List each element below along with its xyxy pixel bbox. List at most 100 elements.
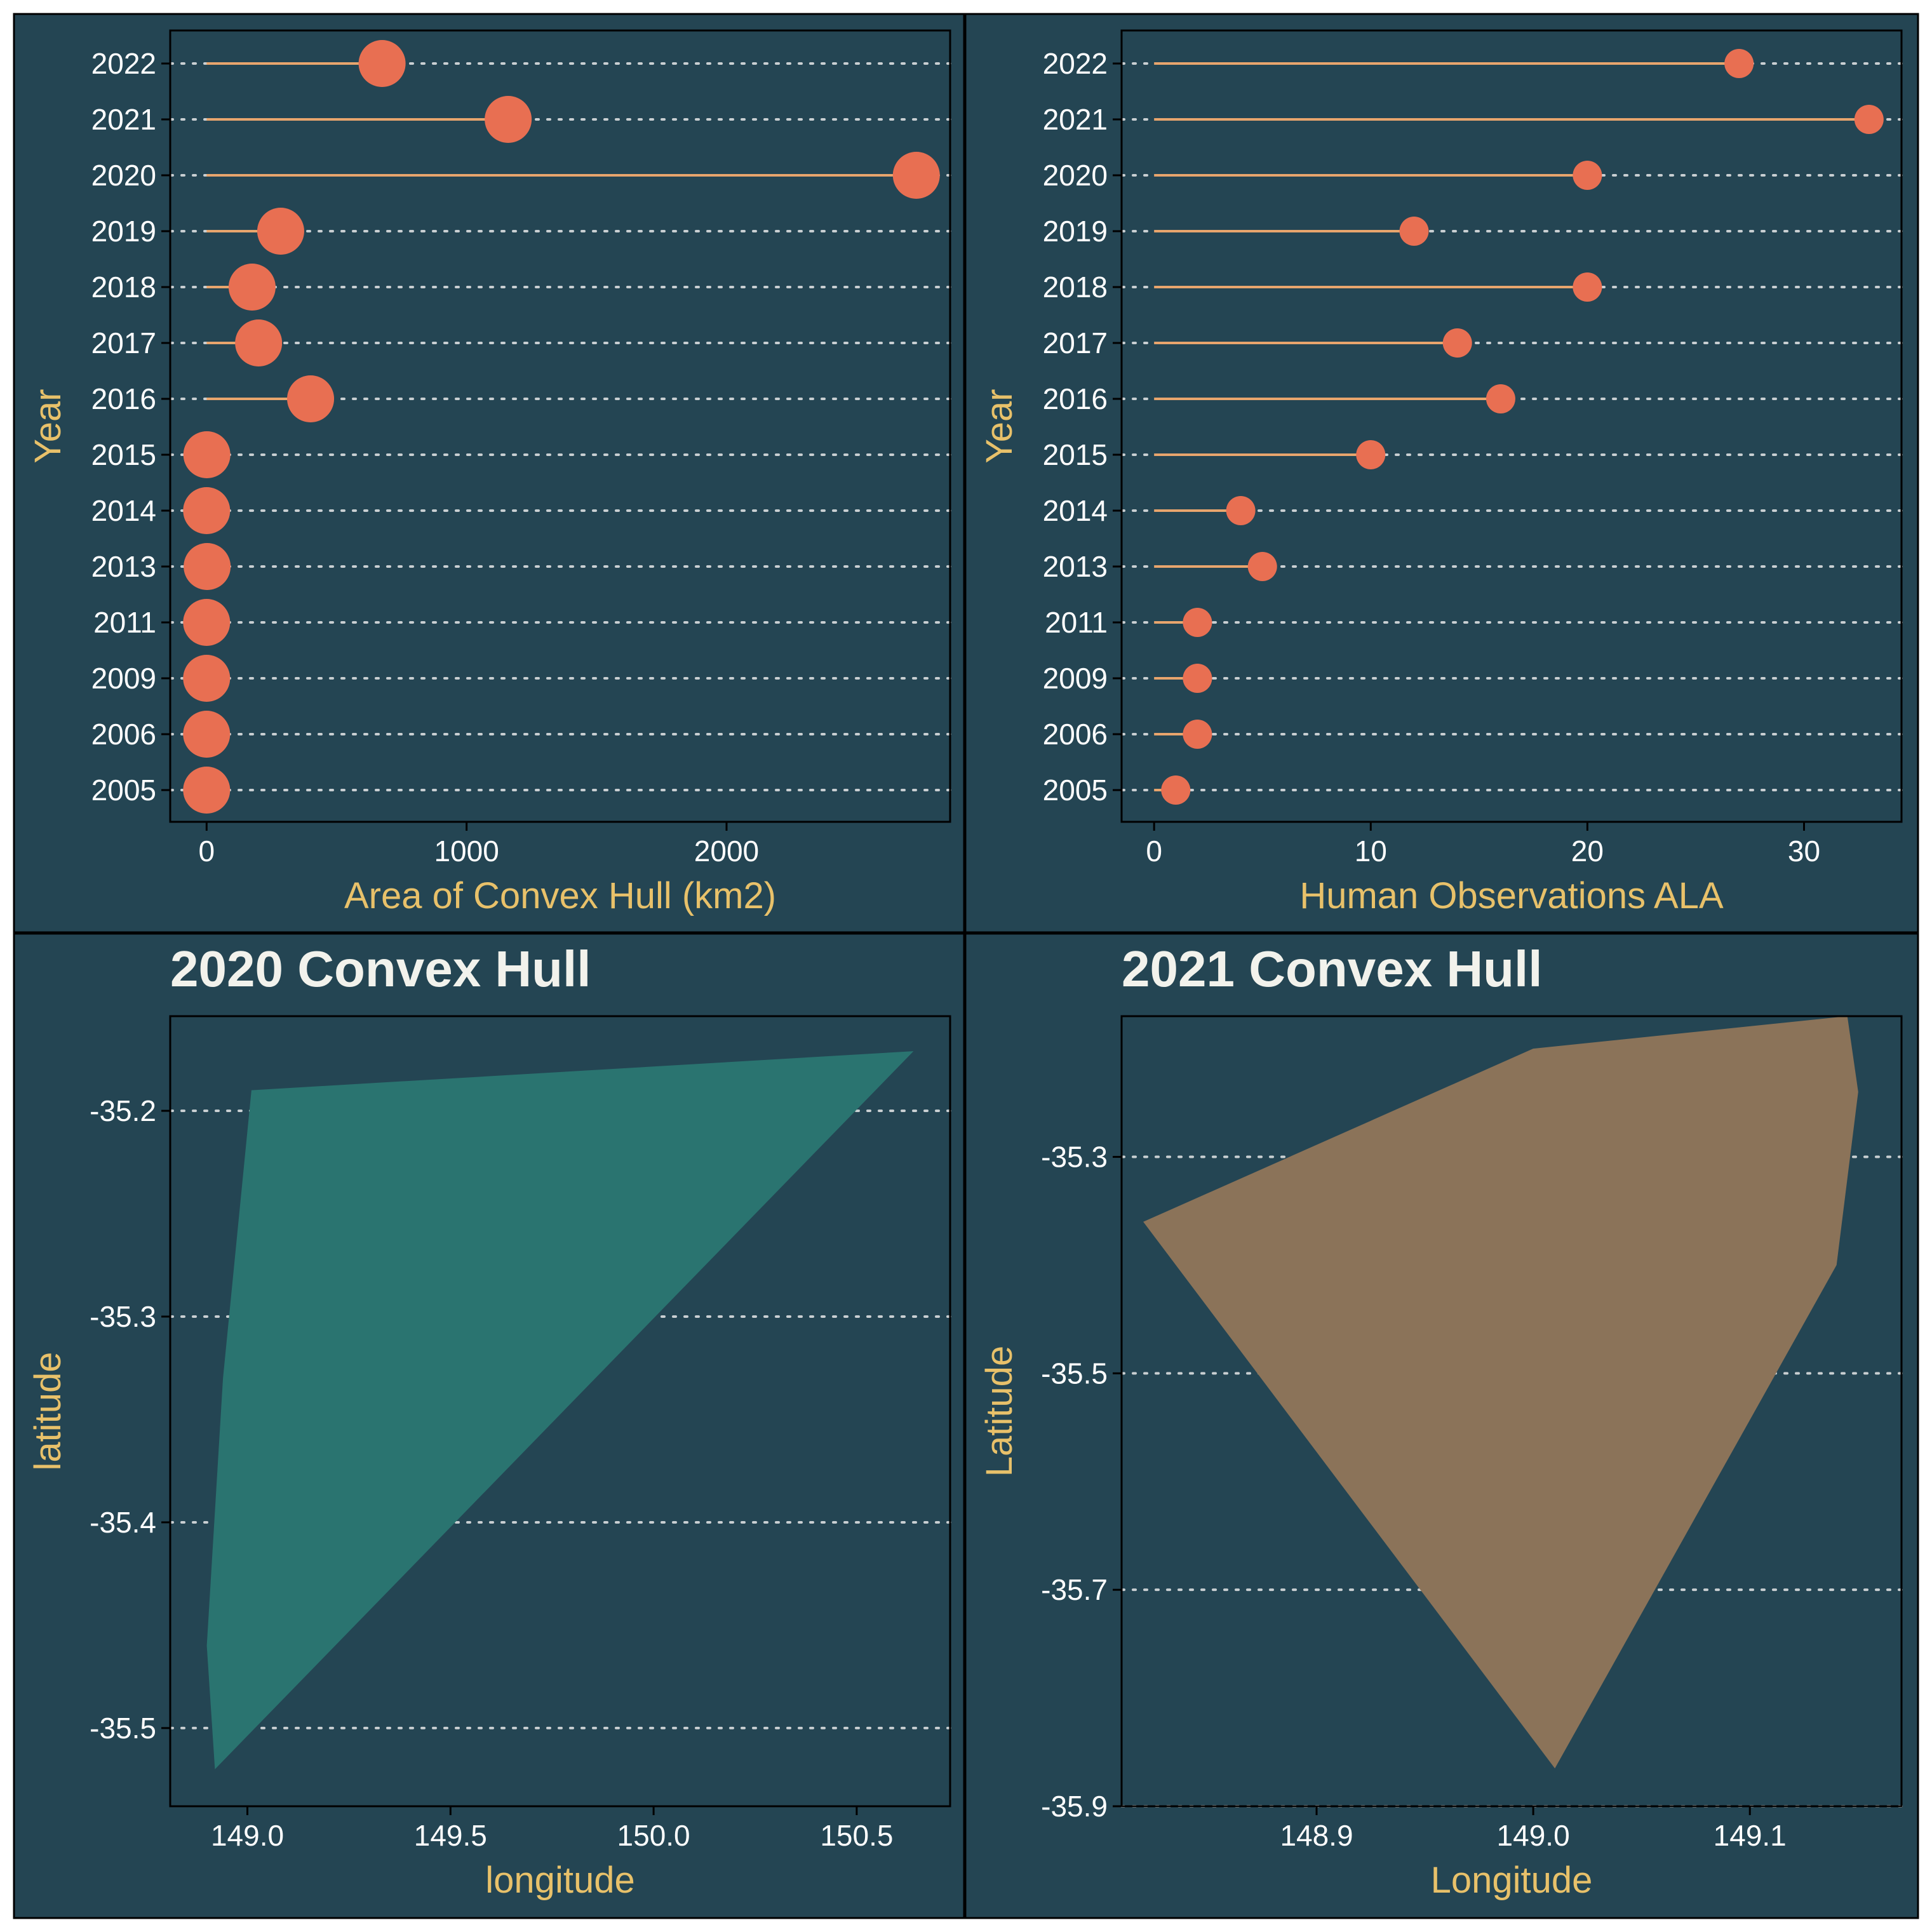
lollipop-point xyxy=(287,375,335,422)
x-tick-label: 150.0 xyxy=(617,1819,690,1852)
y-tick-label: -35.3 xyxy=(90,1300,156,1333)
y-axis-title: Year xyxy=(979,389,1020,463)
y-tick-label: 2005 xyxy=(1043,774,1108,807)
y-tick-label: 2014 xyxy=(91,494,156,527)
chart-hull-2021: -35.3 -35.5 -35.7 -35.9 148.9 149.0 149.1 2021 … xyxy=(979,941,1903,1901)
convex-hull-polygon xyxy=(206,1051,914,1769)
y-tick-label: 2018 xyxy=(1043,271,1108,304)
lollipop-point xyxy=(1442,328,1472,358)
plot-border-1 xyxy=(169,29,951,823)
x-tick-label: 149.1 xyxy=(1714,1819,1787,1852)
panel-background-2 xyxy=(964,13,1919,934)
y-tick-label: 2019 xyxy=(1043,215,1108,248)
y-tick-label: 2022 xyxy=(91,47,156,80)
y-axis-title: Latitude xyxy=(979,1346,1020,1477)
y-tick-label: 2006 xyxy=(91,718,156,751)
x-tick-label: 1000 xyxy=(434,835,499,868)
y-tick-label: 2011 xyxy=(1045,606,1108,639)
y-tick-label: 2016 xyxy=(1043,382,1108,415)
lollipop-point xyxy=(1161,775,1191,805)
y-tick-label: -35.5 xyxy=(1041,1357,1108,1390)
x-axis-title: Area of Convex Hull (km2) xyxy=(344,875,776,916)
y-tick-label: -35.5 xyxy=(90,1712,156,1745)
lollipop-point xyxy=(1183,720,1212,749)
x-tick-label: 149.5 xyxy=(414,1819,487,1852)
lollipop-point xyxy=(1573,161,1602,190)
chart-obs-lollipop: 2005 2006 2009 2011 2013 2014 2015 2016 2017 2018… xyxy=(979,29,1903,916)
y-tick-label: 2022 xyxy=(1043,47,1108,80)
x-tick-label: 10 xyxy=(1355,835,1387,868)
y-tick-label: 2013 xyxy=(91,550,156,583)
x-tick-label: 0 xyxy=(1146,835,1162,868)
lollipop-point xyxy=(1183,664,1212,693)
x-axis-title: Longitude xyxy=(1431,1860,1593,1901)
panels-group: 2005 2006 2009 2011 2013 2014 2015 2016 2017 2018… xyxy=(13,13,1919,1919)
y-tick-label: -35.4 xyxy=(90,1506,156,1539)
y-tick-label: 2011 xyxy=(93,606,156,639)
lollipop-point xyxy=(257,208,304,255)
lollipop-point xyxy=(228,264,276,311)
lollipop-point xyxy=(1573,272,1602,302)
y-tick-label: -35.9 xyxy=(1041,1790,1108,1823)
lollipop-point xyxy=(1183,608,1212,637)
y-tick-label: 2020 xyxy=(1043,159,1108,192)
x-axis-title: longitude xyxy=(485,1860,634,1901)
plot-border-3 xyxy=(169,1015,951,1808)
x-tick-label: 149.0 xyxy=(1497,1819,1570,1852)
y-tick-label: 2005 xyxy=(91,774,156,807)
lollipop-point xyxy=(1356,440,1386,469)
y-tick-label: 2017 xyxy=(91,326,156,359)
lollipop-point xyxy=(184,543,231,590)
y-tick-label: -35.3 xyxy=(1041,1141,1108,1174)
lollipop-point xyxy=(1486,384,1515,413)
lollipop-point xyxy=(183,487,231,534)
x-tick-label: 0 xyxy=(199,835,215,868)
y-tick-label: -35.2 xyxy=(90,1094,156,1127)
y-tick-label: -35.7 xyxy=(1041,1573,1108,1606)
lollipop-point xyxy=(1399,217,1429,246)
x-tick-label: 2000 xyxy=(694,835,759,868)
lollipop-point xyxy=(1854,105,1884,134)
x-tick-label: 150.5 xyxy=(820,1819,893,1852)
y-tick-label: 2009 xyxy=(91,662,156,695)
x-tick-label: 20 xyxy=(1571,835,1604,868)
lollipop-point xyxy=(485,96,532,143)
y-tick-label: 2019 xyxy=(91,215,156,248)
lollipop-point xyxy=(1226,496,1256,525)
y-tick-label: 2018 xyxy=(91,271,156,304)
lollipop-point xyxy=(1247,552,1277,581)
y-axis-title: latitude xyxy=(27,1352,69,1470)
lollipop-point xyxy=(183,431,231,478)
chart-hull-2020: -35.2 -35.3 -35.4 -35.5 149.0 149.5 150.0 150.5… xyxy=(27,941,951,1901)
y-tick-label: 2021 xyxy=(1043,103,1108,136)
lollipop-point xyxy=(1724,49,1754,78)
y-tick-label: 2014 xyxy=(1043,494,1108,527)
y-tick-label: 2016 xyxy=(91,382,156,415)
y-tick-label: 2009 xyxy=(1043,662,1108,695)
x-axis-title: Human Observations ALA xyxy=(1299,875,1724,916)
lollipop-point xyxy=(358,40,406,87)
lollipop-point xyxy=(183,767,231,814)
y-axis-title: Year xyxy=(27,389,69,463)
convex-hull-polygon xyxy=(1143,1016,1858,1769)
y-tick-label: 2013 xyxy=(1043,550,1108,583)
x-tick-label: 149.0 xyxy=(211,1819,284,1852)
y-tick-label: 2021 xyxy=(91,103,156,136)
lollipop-point xyxy=(183,599,231,646)
y-tick-label: 2020 xyxy=(91,159,156,192)
lollipop-point xyxy=(183,655,231,702)
lollipop-point xyxy=(892,152,940,199)
y-tick-label: 2006 xyxy=(1043,718,1108,751)
panel-title: 2020 Convex Hull xyxy=(170,941,591,997)
lollipop-point xyxy=(235,319,283,366)
plot-border-4 xyxy=(1120,1015,1903,1808)
y-tick-label: 2015 xyxy=(91,438,156,471)
lollipop-point xyxy=(183,711,231,758)
x-tick-label: 148.9 xyxy=(1280,1819,1353,1852)
chart-area-lollipop: 2005 2006 2009 2011 2013 2014 2015 2016 2017 2018… xyxy=(27,29,951,916)
panel-background-1 xyxy=(13,13,965,934)
x-tick-label: 30 xyxy=(1788,835,1820,868)
y-tick-label: 2015 xyxy=(1043,438,1108,471)
panel-title: 2021 Convex Hull xyxy=(1122,941,1543,997)
